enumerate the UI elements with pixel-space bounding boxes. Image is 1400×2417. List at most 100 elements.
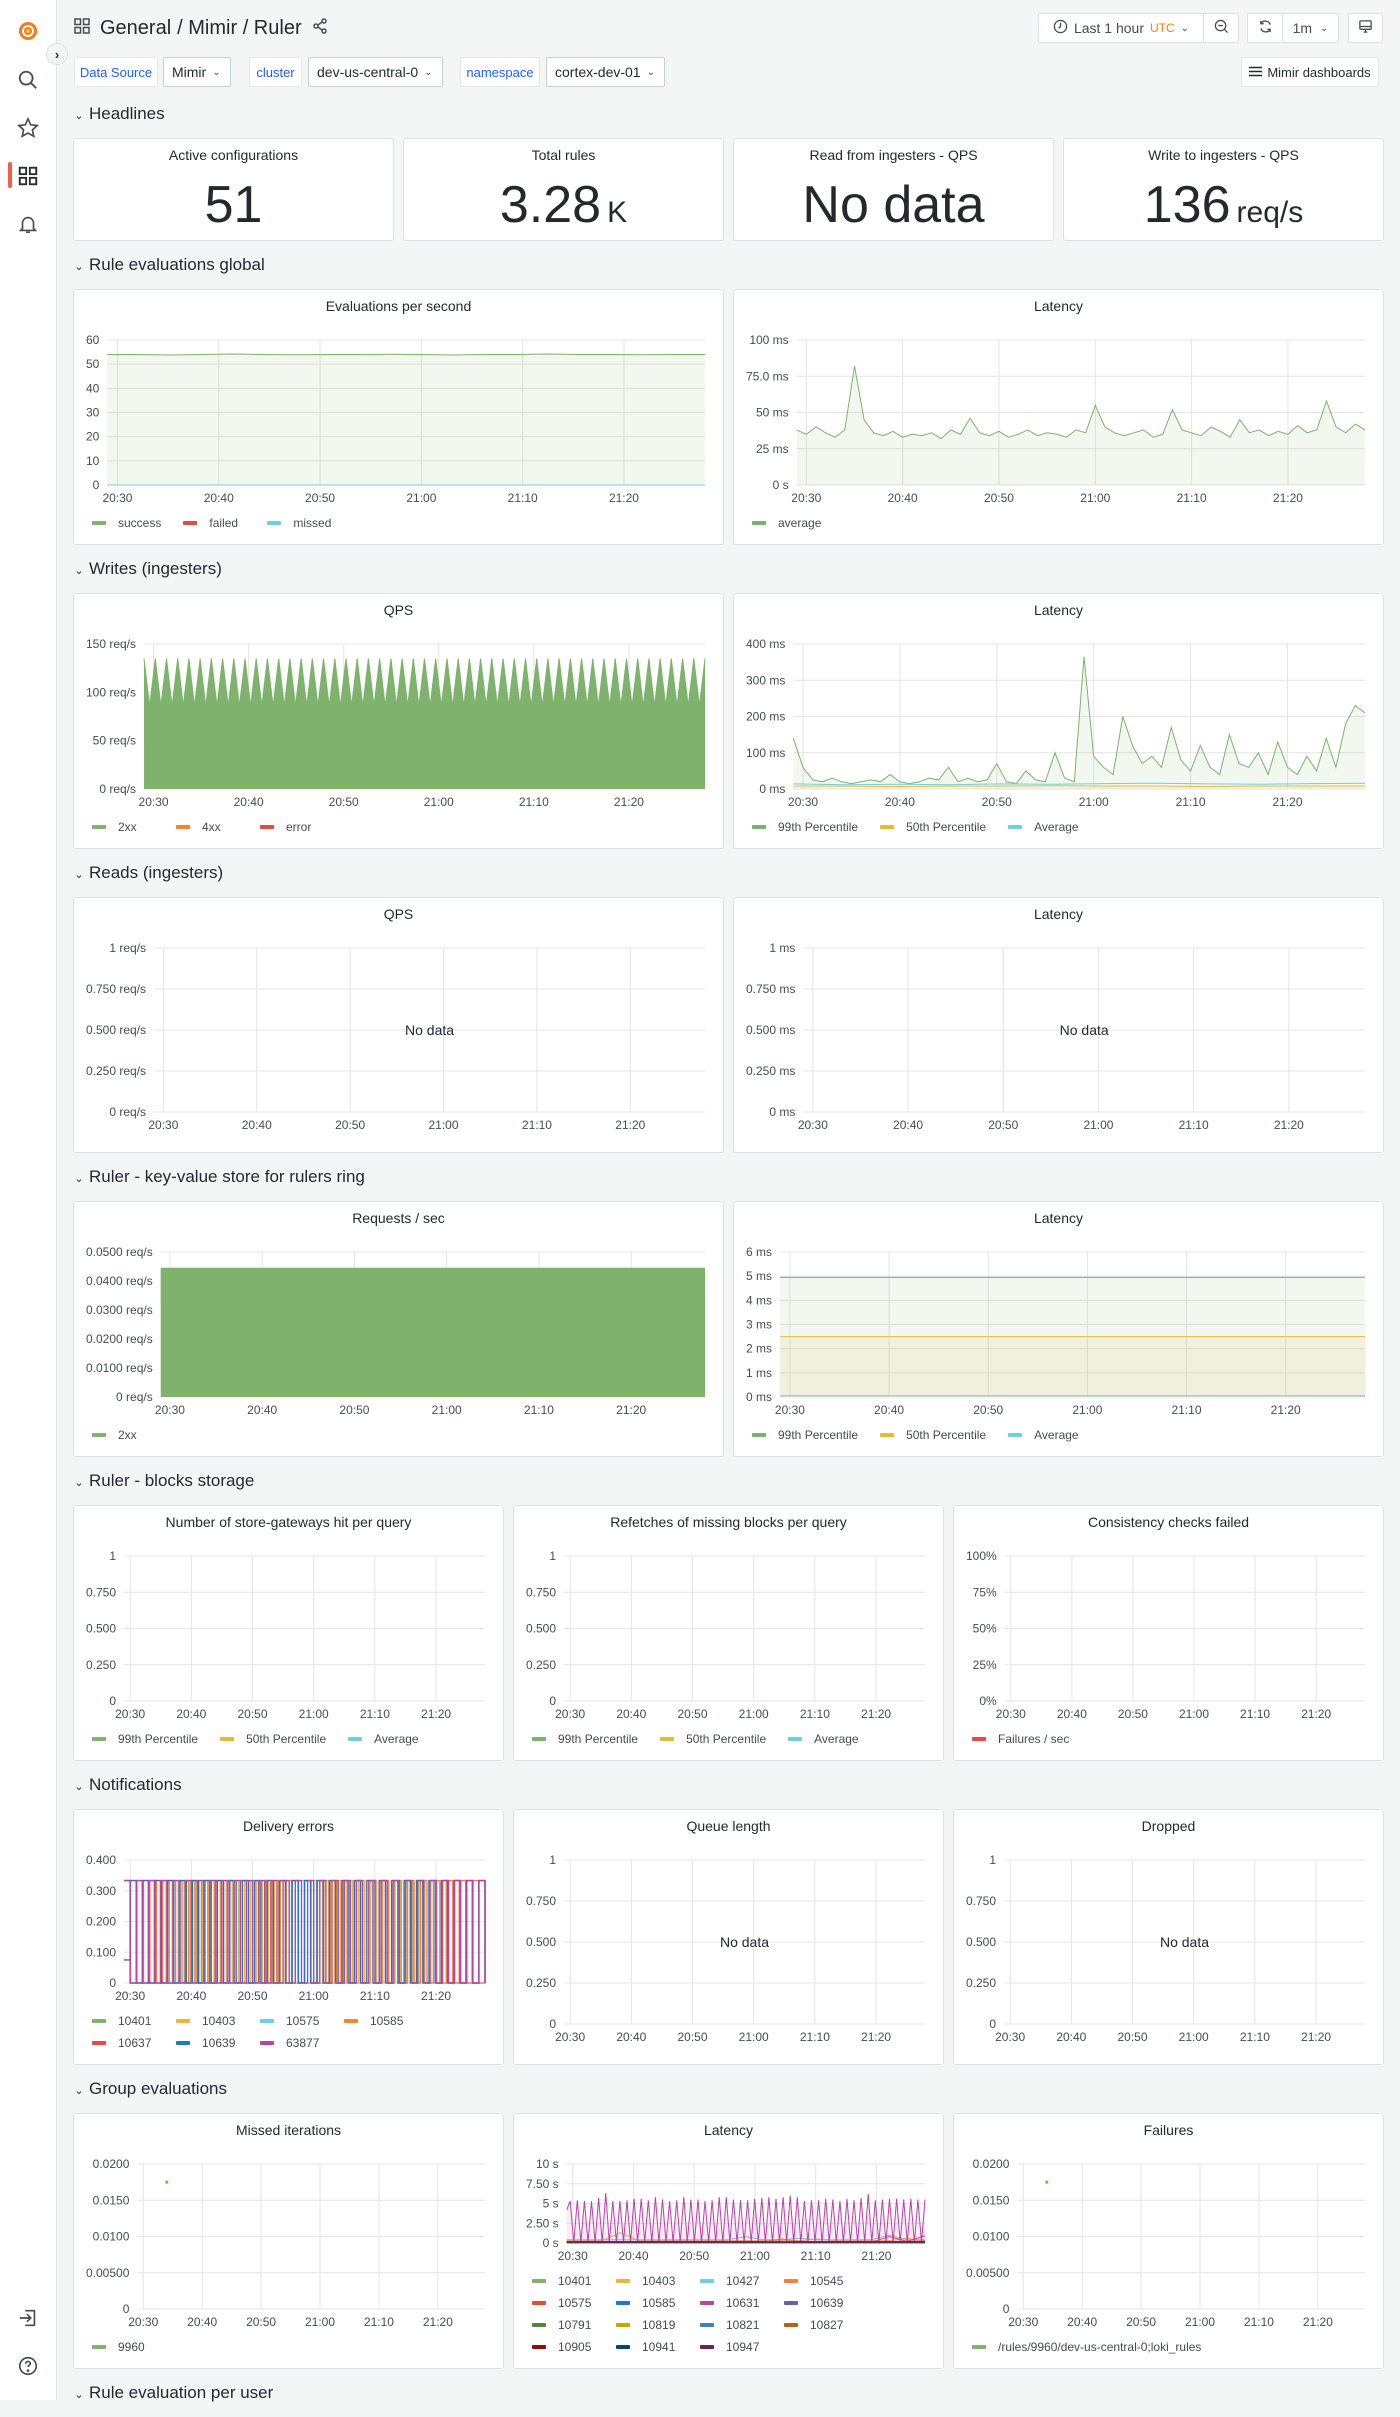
legend-item[interactable]: 10401 <box>532 2270 594 2292</box>
legend-item[interactable]: 99th Percentile <box>92 1728 198 1750</box>
row-header-ruler-blocks-storage[interactable]: ⌄ Ruler - blocks storage <box>73 1469 1384 1493</box>
legend-item[interactable]: 10941 <box>616 2336 678 2358</box>
legend-item[interactable]: average <box>752 512 821 534</box>
panel-title[interactable]: Evaluations per second <box>325 298 472 314</box>
help-icon[interactable] <box>16 2354 40 2378</box>
legend-item[interactable]: success <box>92 512 161 534</box>
variable-select-namespace[interactable]: cortex-dev-01 ⌄ <box>546 57 665 87</box>
row-header-group-evaluations[interactable]: ⌄ Group evaluations <box>73 2077 1384 2101</box>
legend-item[interactable]: Average <box>1008 816 1079 838</box>
legend-label: 10947 <box>726 2340 760 2354</box>
legend-item[interactable]: 10905 <box>532 2336 594 2358</box>
legend-item[interactable]: 50th Percentile <box>220 1728 326 1750</box>
search-icon[interactable] <box>16 68 40 92</box>
legend-item[interactable]: 10403 <box>616 2270 678 2292</box>
legend-item[interactable]: 2xx <box>92 1424 154 1446</box>
legend-item[interactable]: Average <box>788 1728 859 1750</box>
legend-item[interactable]: 10545 <box>784 2270 846 2292</box>
legend-item[interactable]: 10585 <box>344 2010 406 2032</box>
legend-item[interactable]: 10821 <box>700 2314 762 2336</box>
legend-item[interactable]: Average <box>348 1728 419 1750</box>
legend-item[interactable]: 2xx <box>92 816 154 838</box>
row-header-headlines[interactable]: ⌄ Headlines <box>73 102 1384 126</box>
panel-title[interactable]: Read from ingesters - QPS <box>809 147 978 163</box>
panel-title[interactable]: Consistency checks failed <box>1087 1514 1250 1530</box>
legend-item[interactable]: Average <box>1008 1424 1079 1446</box>
breadcrumb-folder[interactable]: General <box>100 16 172 39</box>
panel-title[interactable]: Latency <box>1033 602 1084 618</box>
legend-item[interactable]: 10585 <box>616 2292 678 2314</box>
legend-item[interactable]: Failures / sec <box>972 1728 1069 1750</box>
variable-select-datasource[interactable]: Mimir ⌄ <box>163 57 231 87</box>
legend-item[interactable]: 10575 <box>260 2010 322 2032</box>
variable-select-cluster[interactable]: dev-us-central-0 ⌄ <box>308 57 443 87</box>
legend-item[interactable]: 10639 <box>176 2032 238 2054</box>
legend-item[interactable]: 10637 <box>92 2032 154 2054</box>
mimir-dashboards-link[interactable]: Mimir dashboards <box>1241 57 1379 87</box>
panel-title[interactable]: Dropped <box>1141 1818 1196 1834</box>
star-icon[interactable] <box>16 116 40 140</box>
panel-title[interactable]: Queue length <box>686 1818 771 1834</box>
panel-title[interactable]: Number of store-gateways hit per query <box>165 1514 412 1530</box>
refresh-button[interactable] <box>1247 13 1283 43</box>
panel-title[interactable]: Latency <box>703 2122 754 2138</box>
legend-item[interactable]: 63877 <box>260 2032 322 2054</box>
grafana-logo[interactable] <box>16 19 40 43</box>
sign-out-icon[interactable] <box>16 2306 40 2330</box>
row-header-writes-ingesters[interactable]: ⌄ Writes (ingesters) <box>73 557 1384 581</box>
legend-item[interactable]: failed <box>183 512 245 534</box>
zoom-out-button[interactable] <box>1203 13 1239 43</box>
row-header-reads-ingesters[interactable]: ⌄ Reads (ingesters) <box>73 861 1384 885</box>
panel-title[interactable]: Latency <box>1033 906 1084 922</box>
breadcrumb-title[interactable]: / Mimir / Ruler <box>177 16 302 39</box>
legend-item[interactable]: missed <box>267 512 331 534</box>
time-picker[interactable]: Last 1 hour UTC ⌄ <box>1038 13 1204 43</box>
bell-icon[interactable] <box>16 212 40 236</box>
panel-title[interactable]: Failures <box>1143 2122 1194 2138</box>
legend-item[interactable]: 9960 <box>92 2336 154 2358</box>
legend-item[interactable]: 10639 <box>784 2292 846 2314</box>
panel-title[interactable]: QPS <box>383 906 414 922</box>
legend-item[interactable]: 10575 <box>532 2292 594 2314</box>
dashboards-icon[interactable] <box>16 164 40 188</box>
legend-item[interactable]: 4xx <box>176 816 238 838</box>
panel-delivery-errors: 0 0.100 0.200 0.300 0.400 20:30 20:40 20:50 21:0… <box>73 1809 504 2065</box>
panel-title[interactable]: Requests / sec <box>352 1210 445 1226</box>
legend-item[interactable]: 10427 <box>700 2270 762 2292</box>
panel-title[interactable]: Refetches of missing blocks per query <box>610 1514 847 1530</box>
panel-title[interactable]: Latency <box>1033 1210 1084 1226</box>
row-header-rule-evaluations-global[interactable]: ⌄ Rule evaluations global <box>73 253 1384 277</box>
x-tick-label: 21:00 <box>299 1707 329 1721</box>
legend-item[interactable]: 10631 <box>700 2292 762 2314</box>
variable-label-datasource: Data Source <box>74 57 158 87</box>
expand-sidebar-button[interactable]: › <box>46 43 68 65</box>
panel-title[interactable]: QPS <box>383 602 414 618</box>
panel-title[interactable]: Write to ingesters - QPS <box>1148 147 1299 163</box>
row-header-ruler-key-value-store-for-rulers-ring[interactable]: ⌄ Ruler - key-value store for rulers ring <box>73 1165 1384 1189</box>
panel-title[interactable]: Active configurations <box>168 147 299 163</box>
legend-item[interactable]: 10401 <box>92 2010 154 2032</box>
tv-mode-button[interactable] <box>1348 13 1383 43</box>
refresh-interval-picker[interactable]: 1m ⌄ <box>1282 13 1339 43</box>
legend-item[interactable]: 10791 <box>532 2314 594 2336</box>
panel-title[interactable]: Latency <box>1033 298 1084 314</box>
legend-item[interactable]: error <box>260 816 322 838</box>
legend-item[interactable]: 10827 <box>784 2314 846 2336</box>
legend-item[interactable]: 10947 <box>700 2336 762 2358</box>
row-header-rule-evaluation-per-user[interactable]: ⌄ Rule evaluation per user <box>73 2381 1384 2405</box>
legend-item[interactable]: 10403 <box>176 2010 238 2032</box>
legend-item[interactable]: 99th Percentile <box>532 1728 638 1750</box>
legend-item[interactable]: 50th Percentile <box>880 816 986 838</box>
panel-title[interactable]: Total rules <box>531 147 596 163</box>
panel-title[interactable]: Missed iterations <box>235 2122 342 2138</box>
legend-item[interactable]: 50th Percentile <box>660 1728 766 1750</box>
share-icon[interactable] <box>312 17 328 40</box>
panel-title[interactable]: Delivery errors <box>242 1818 334 1834</box>
row-header-notifications[interactable]: ⌄ Notifications <box>73 1773 1384 1797</box>
legend-item[interactable]: /rules/9960/dev-us-central-0;loki_rules <box>972 2336 1201 2358</box>
legend-item[interactable]: 99th Percentile <box>752 816 858 838</box>
legend-item[interactable]: 10819 <box>616 2314 678 2336</box>
legend-item[interactable]: 99th Percentile <box>752 1424 858 1446</box>
stat-value: 3.28 <box>499 176 602 234</box>
legend-item[interactable]: 50th Percentile <box>880 1424 986 1446</box>
